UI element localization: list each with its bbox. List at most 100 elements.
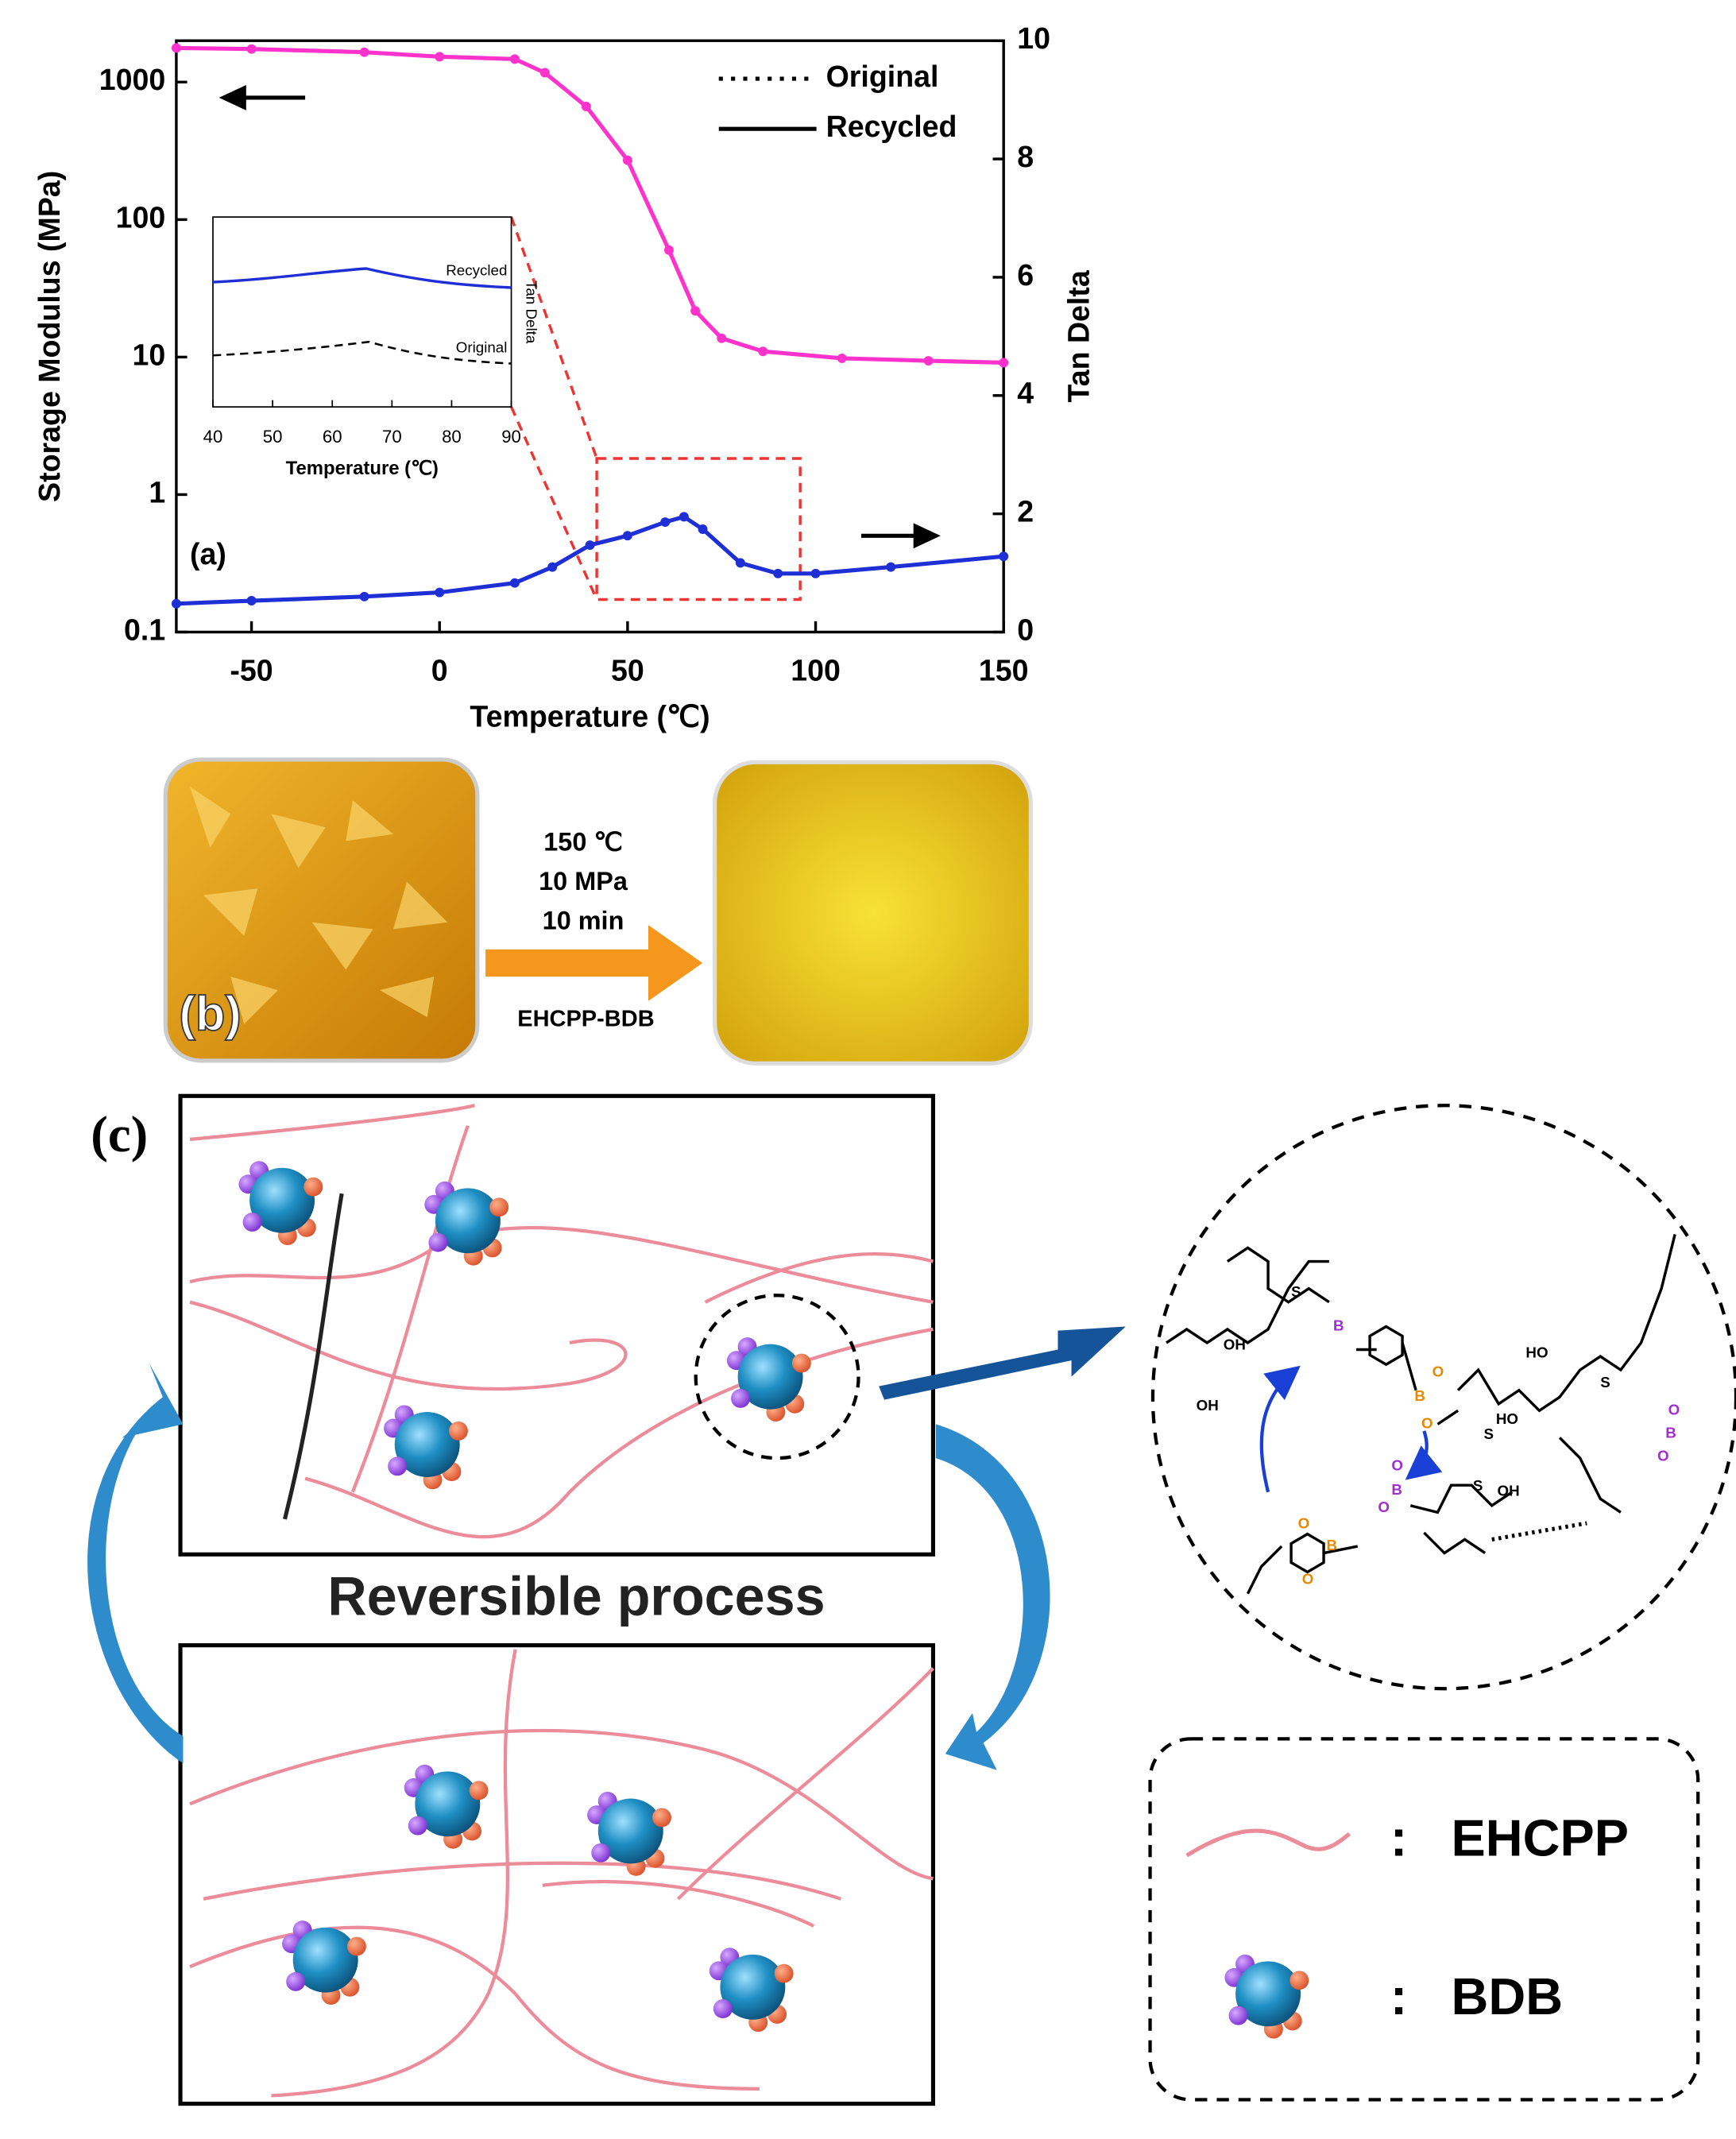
cycle-arrow	[87, 1363, 184, 1764]
series-point	[679, 512, 689, 522]
chem-label: S	[1291, 1283, 1301, 1300]
panel-label: (c)	[91, 1106, 148, 1163]
exchange-arrow	[1405, 1430, 1443, 1480]
series-point	[810, 568, 821, 578]
chem-label: O	[1302, 1571, 1314, 1588]
chem-label: S	[1483, 1425, 1494, 1442]
chem-label: O	[1668, 1401, 1680, 1418]
series-point	[717, 333, 727, 343]
inset-x-tick-label: 60	[323, 427, 342, 447]
chem-labels: OH OH S B B O O S HO HO S B O O B O O S …	[1197, 1283, 1680, 1588]
plot-frame	[175, 39, 1005, 634]
chain-dark	[282, 1193, 344, 1520]
condition: 10 MPa	[539, 867, 628, 895]
legend-box	[1148, 1737, 1700, 2102]
series-point	[435, 587, 445, 598]
legend-label: BDB	[1452, 1967, 1564, 2025]
chem-label: OH	[1498, 1483, 1520, 1499]
series-point	[698, 524, 708, 534]
arrow	[860, 523, 941, 549]
series-point	[690, 306, 701, 316]
series-point	[171, 43, 181, 53]
hatch	[1491, 1521, 1587, 1542]
y-tick-label: 0.1	[124, 613, 165, 646]
series-point	[923, 356, 934, 366]
series-point	[509, 578, 520, 588]
structure	[1166, 1233, 1676, 1595]
series-point	[773, 568, 783, 578]
chem-label: S	[1600, 1374, 1610, 1391]
y-tick-label: 10	[132, 338, 165, 371]
series-point	[539, 68, 550, 78]
inset-curve	[212, 267, 512, 289]
chem-label: B	[1665, 1424, 1676, 1441]
series-point	[735, 558, 745, 568]
chart-a: -50 0 50 100 150 0.1 1 10 100 1000 0 2 4 6 8 10 Temperat…	[33, 21, 1096, 733]
legend-separator: :	[1390, 1808, 1408, 1866]
y-axis-label: Storage Modulus (MPa)	[33, 171, 66, 502]
legend-label: Recycled	[826, 110, 957, 143]
x-tick-label: 150	[979, 654, 1029, 687]
arrow	[218, 84, 306, 110]
chem-label: O	[1657, 1447, 1669, 1464]
chem-label: O	[1421, 1414, 1433, 1431]
inset-x-tick-label: 70	[382, 427, 402, 447]
chem-label: OH	[1197, 1397, 1219, 1414]
chem-label: O	[1391, 1456, 1403, 1473]
zoom-lines	[509, 216, 598, 601]
panel-label: (a)	[190, 537, 226, 571]
series-point	[837, 353, 847, 363]
legend-label: EHCPP	[1452, 1808, 1629, 1866]
legend-bdb	[1224, 1954, 1309, 2039]
series-point	[585, 540, 595, 551]
chem-label: O	[1432, 1363, 1444, 1379]
cycle-arrow	[935, 1424, 1050, 1770]
chem-label: O	[1298, 1515, 1310, 1532]
inset-curve	[212, 340, 512, 365]
inset-y-label: Tan Delta	[523, 280, 539, 344]
flake	[189, 787, 448, 1024]
legend-separator: :	[1390, 1967, 1408, 2025]
x-tick-label: 0	[431, 654, 448, 687]
inset-x-tick-label: 40	[203, 427, 223, 447]
series-point	[999, 551, 1009, 562]
panel-b: 150 ℃ 10 MPa 10 min EHCPP-BDB (b)	[163, 757, 1033, 1066]
legend-label: Original	[826, 60, 939, 93]
zoom-box	[595, 457, 802, 601]
series-point	[435, 52, 445, 62]
inset-x-tick-label: 80	[442, 427, 462, 447]
y-tick-label: 1	[149, 475, 165, 509]
inset: Recycled Original Temperature (℃) Tan De…	[212, 216, 539, 479]
inset-label: Original	[456, 339, 508, 356]
x-tick-label: 50	[611, 654, 644, 687]
series-point	[547, 562, 558, 572]
detail-circle	[1150, 1104, 1736, 1691]
series-point	[509, 54, 520, 64]
chains	[189, 1649, 934, 2098]
chem-label: S	[1473, 1477, 1483, 1494]
material: EHCPP-BDB	[517, 1006, 654, 1031]
chem-label: O	[1378, 1499, 1390, 1515]
inset-x-label: Temperature (℃)	[286, 458, 439, 479]
y2-axis-label: Tan Delta	[1061, 269, 1095, 402]
y-tick-label: 1000	[99, 63, 166, 96]
y2-tick-label: 8	[1017, 140, 1034, 173]
series-point	[246, 596, 257, 606]
series-point	[622, 531, 632, 541]
condition: 10 min	[543, 906, 624, 934]
chem-label: HO	[1525, 1344, 1548, 1361]
series-point	[581, 101, 591, 111]
inset-x-tick-label: 90	[501, 427, 521, 447]
series-point	[359, 591, 369, 601]
chem-label: B	[1326, 1537, 1337, 1553]
exchange-arrow	[1259, 1365, 1301, 1493]
chem-label: B	[1414, 1387, 1425, 1404]
series-point	[758, 346, 768, 357]
series-line	[176, 514, 1004, 606]
chem-label: B	[1391, 1481, 1402, 1498]
series-point	[359, 47, 369, 57]
panel-label: (b)	[179, 987, 241, 1042]
zoom-circle	[694, 1294, 860, 1460]
photo-sheet	[713, 760, 1033, 1066]
panel-c: (c) Reversible process OH OH S B B O O S…	[87, 1093, 1736, 2106]
